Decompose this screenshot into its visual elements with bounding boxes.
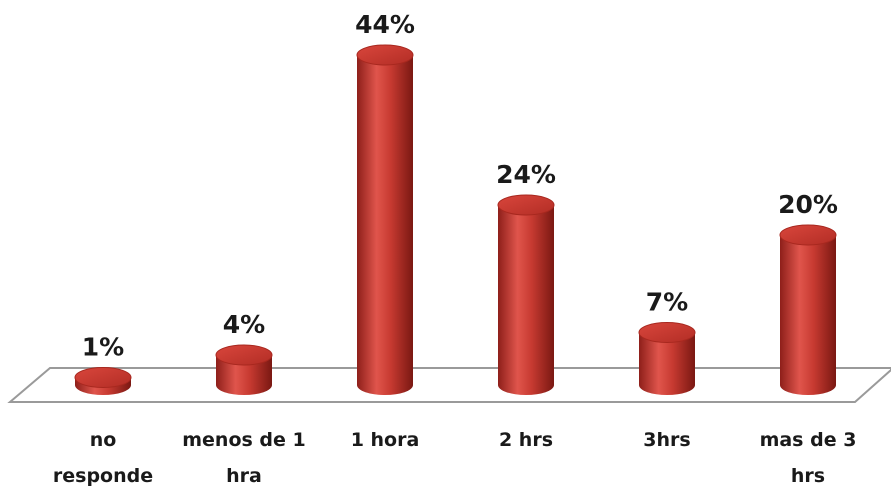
value-label: 4% — [223, 310, 265, 339]
value-label: 20% — [778, 190, 838, 219]
x-tick-label: 2 hrs — [498, 429, 554, 451]
x-tick-label: mas de 3 hrs — [759, 429, 857, 487]
bar — [356, 44, 414, 395]
bar-top — [356, 44, 414, 66]
bar-top — [74, 367, 132, 388]
bar-top — [779, 224, 837, 246]
x-tick-label: menos de 1 hra — [182, 429, 306, 487]
bar — [638, 322, 696, 395]
floor — [7, 367, 891, 403]
bar-body — [498, 205, 554, 385]
bar-top — [497, 194, 555, 216]
value-label: 7% — [646, 288, 688, 317]
bar — [215, 344, 273, 395]
bar-body — [357, 55, 413, 385]
bar-top — [215, 344, 273, 366]
value-label: 44% — [355, 10, 415, 39]
value-label: 1% — [82, 333, 124, 362]
bar-top — [638, 322, 696, 343]
bar — [497, 194, 555, 395]
bar — [779, 224, 837, 395]
x-tick-label: no responde — [52, 429, 154, 487]
x-tick-label: 3hrs — [643, 429, 691, 451]
x-tick-label: 1 hora — [350, 429, 420, 451]
bar-body — [780, 235, 836, 385]
value-label: 24% — [496, 160, 556, 189]
bar — [74, 367, 132, 395]
